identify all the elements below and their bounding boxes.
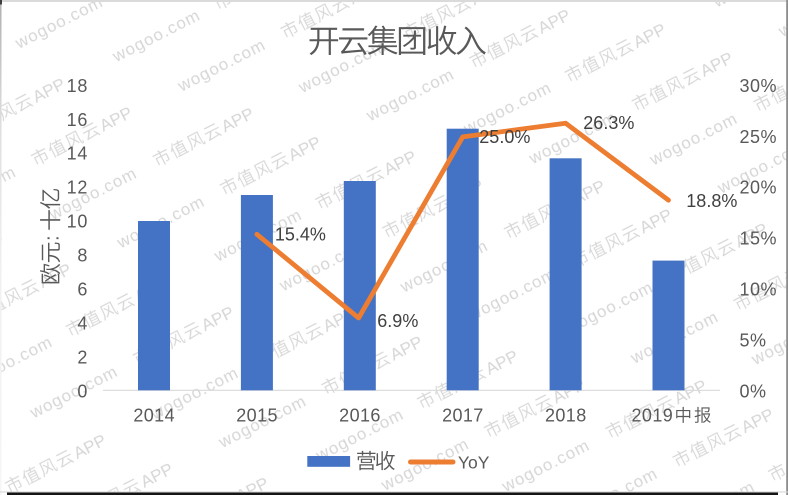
svg-text:YoY: YoY: [458, 452, 490, 472]
svg-text:4: 4: [77, 314, 88, 334]
svg-text:14: 14: [67, 144, 89, 164]
svg-text:2: 2: [77, 348, 88, 368]
svg-text::: :: [42, 235, 64, 241]
svg-text:2016: 2016: [339, 406, 381, 426]
svg-text:0%: 0%: [740, 382, 767, 402]
svg-text:25%: 25%: [740, 127, 778, 147]
svg-text:30%: 30%: [740, 76, 778, 96]
svg-text:8: 8: [77, 246, 88, 266]
svg-text:2015: 2015: [236, 406, 278, 426]
svg-text:18.8%: 18.8%: [686, 191, 737, 211]
svg-text:15%: 15%: [740, 229, 778, 249]
svg-text:2019: 2019: [632, 406, 674, 426]
svg-text:15.4%: 15.4%: [275, 225, 326, 245]
svg-text:10: 10: [67, 212, 89, 232]
svg-text:6.9%: 6.9%: [377, 311, 418, 331]
svg-text:20%: 20%: [740, 178, 778, 198]
svg-text:10%: 10%: [740, 280, 778, 300]
svg-text:2014: 2014: [133, 406, 175, 426]
svg-text:18: 18: [67, 76, 89, 96]
svg-text:0: 0: [77, 382, 88, 402]
svg-text:12: 12: [67, 178, 89, 198]
svg-text:5%: 5%: [740, 331, 767, 351]
svg-text:26.3%: 26.3%: [583, 113, 634, 133]
svg-text:2017: 2017: [442, 406, 484, 426]
svg-text:2018: 2018: [545, 406, 587, 426]
svg-text:16: 16: [67, 110, 89, 130]
svg-text:25.0%: 25.0%: [479, 127, 530, 147]
svg-text:6: 6: [77, 280, 88, 300]
